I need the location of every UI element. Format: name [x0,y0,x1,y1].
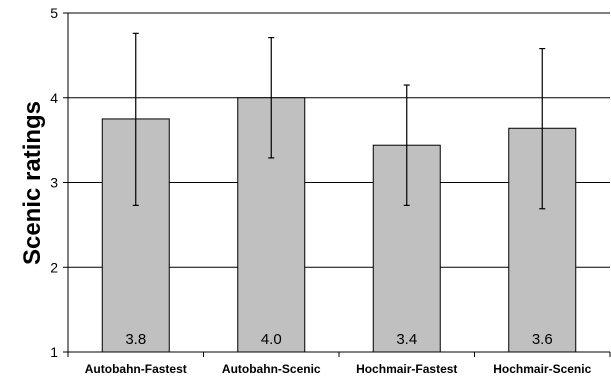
data-label: 3.6 [532,331,553,348]
y-axis-title: Scenic ratings [19,101,46,265]
y-tick-label: 2 [50,259,58,275]
bars [101,97,577,353]
x-category-label: Autobahn-Fastest [85,362,187,376]
error-bars [132,32,546,210]
x-category-label: Autobahn-Scenic [222,362,321,376]
axes [63,12,611,357]
x-category-label: Hochmair-Fastest [356,362,457,376]
data-label: 3.8 [125,331,146,348]
y-tick-label: 5 [50,5,58,21]
y-tick-label: 1 [50,344,58,360]
y-tick-label: 3 [50,175,58,191]
y-tick-label: 4 [50,90,58,106]
data-label: 3.4 [396,331,417,348]
data-label: 4.0 [261,331,282,348]
x-category-label: Hochmair-Scenic [493,362,591,376]
labels: 1 2 3 4 5 3.8 Autobahn-Fastest 4.0 Autobahn-Scen… [50,5,591,376]
